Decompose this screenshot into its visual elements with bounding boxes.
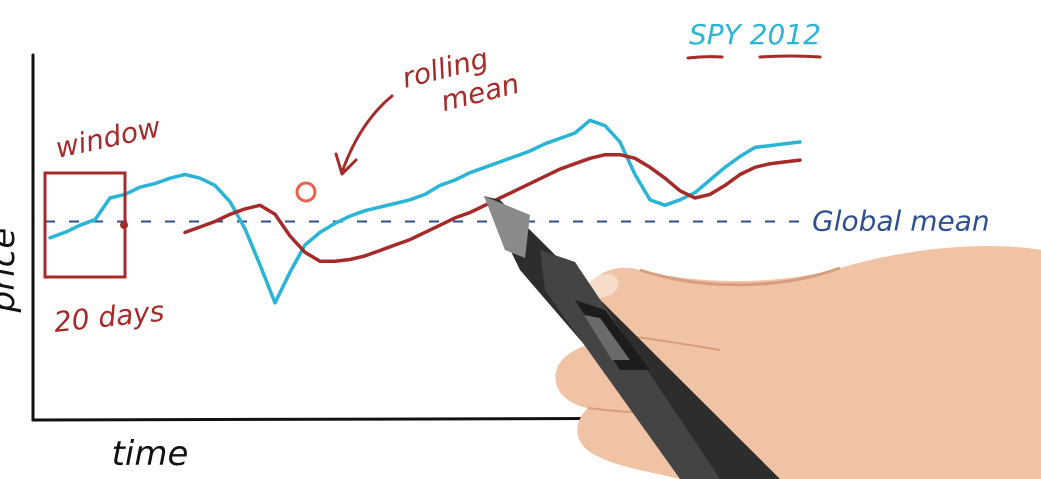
series-line-spy xyxy=(48,118,802,305)
y-axis-label: price xyxy=(0,228,23,314)
window-label: window xyxy=(53,110,164,164)
x-axis-label: time xyxy=(112,434,189,474)
rolling-mean-arrow xyxy=(340,94,394,174)
window-dot xyxy=(120,221,128,229)
chart-title: SPY 2012 xyxy=(689,18,821,51)
title-underline xyxy=(686,54,822,60)
global-mean-label: Global mean xyxy=(812,205,990,238)
hand-with-pen-image xyxy=(484,196,1041,479)
crossing-marker xyxy=(295,181,317,203)
rolling-mean-arrowhead xyxy=(334,152,358,176)
window-size-label: 20 days xyxy=(52,295,165,339)
rolling-mean-label: rolling mean xyxy=(399,36,523,126)
